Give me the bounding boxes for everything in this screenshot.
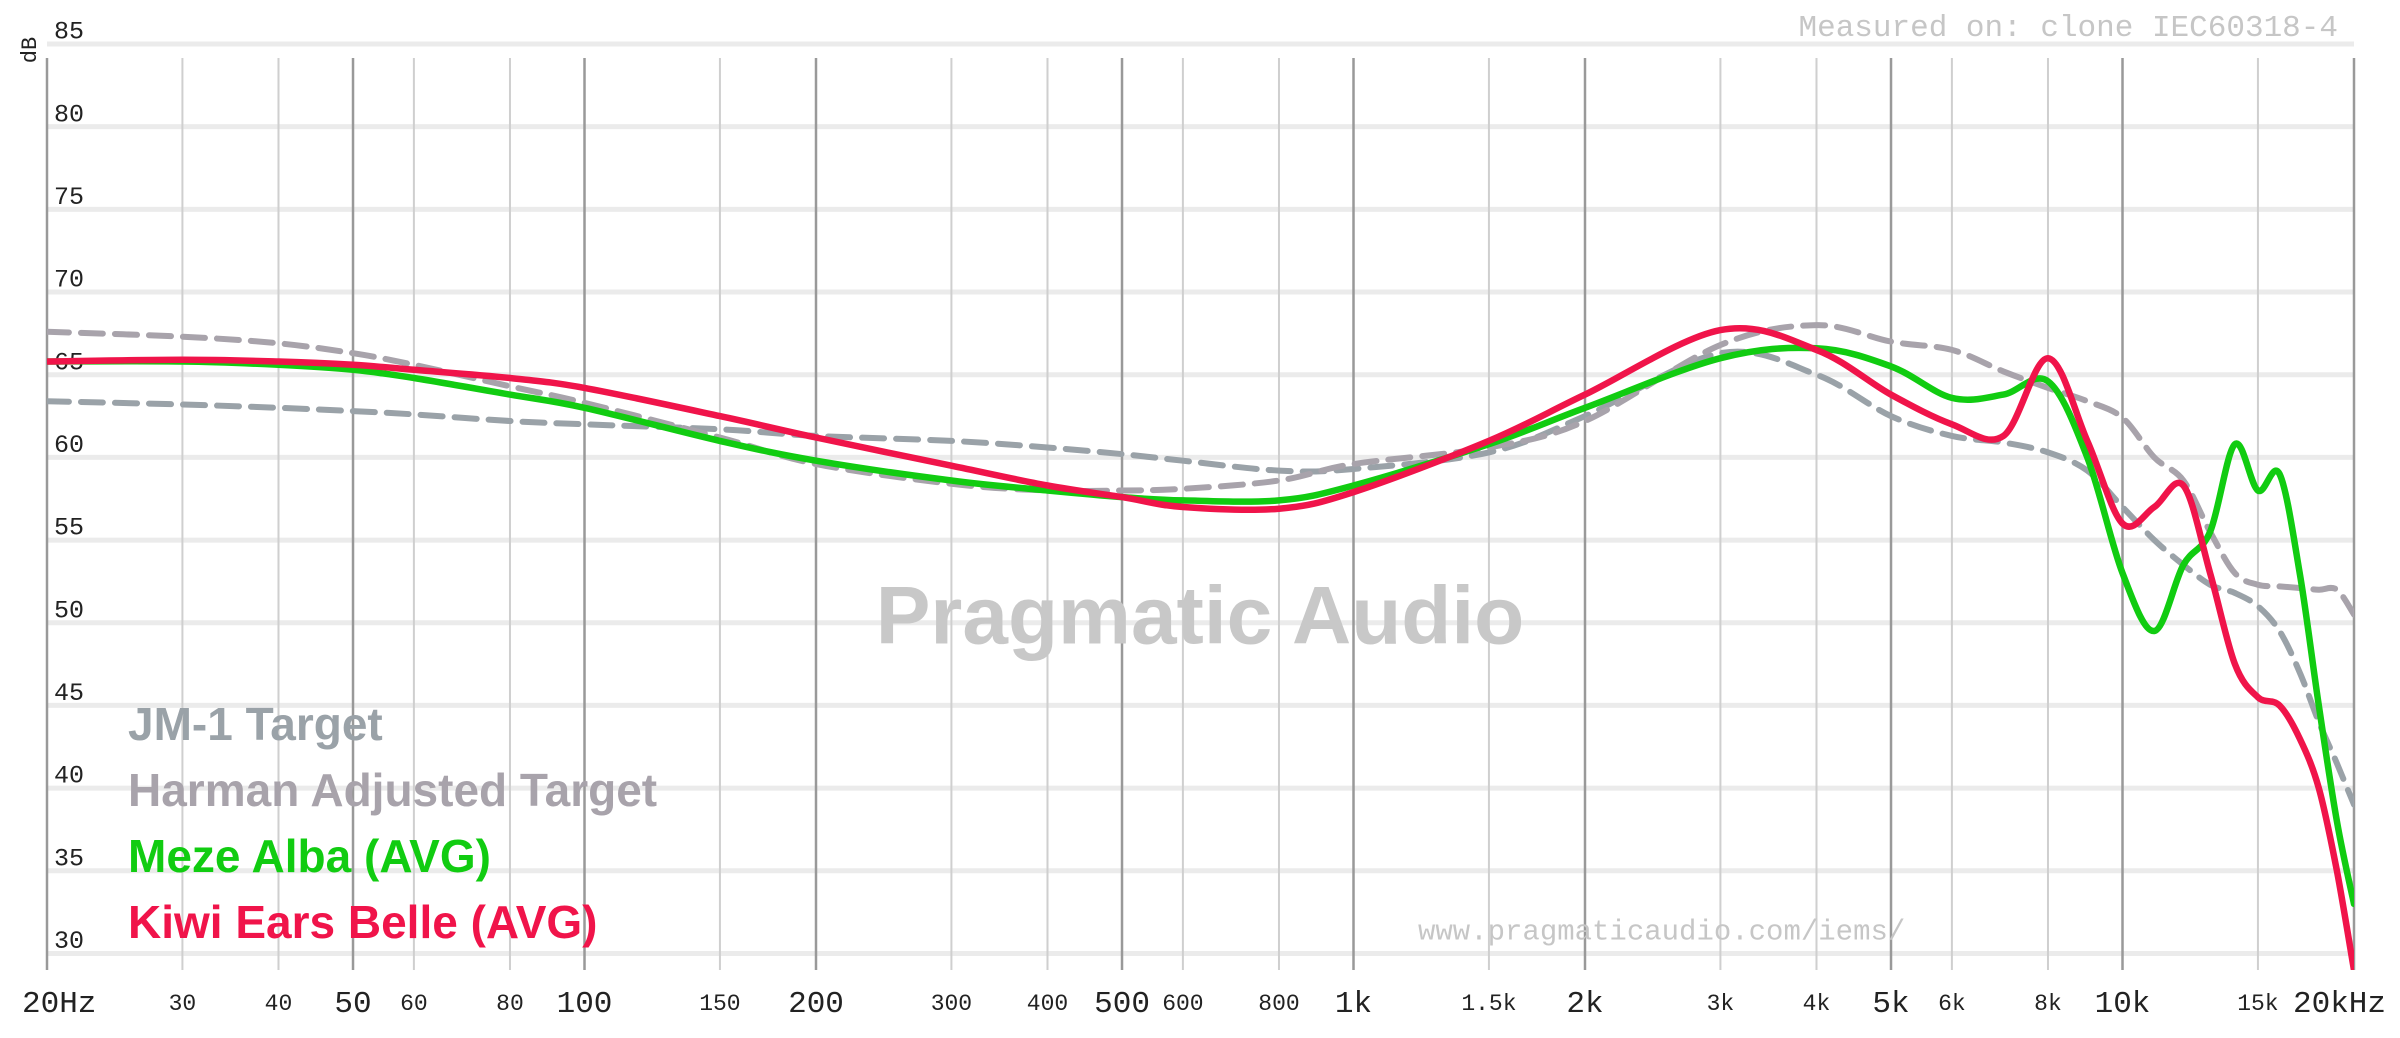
x-tick-label: 500 (1094, 987, 1150, 1022)
curves (47, 322, 2354, 970)
legend-label: Harman Adjusted Target (128, 764, 657, 816)
series-line (47, 348, 2354, 808)
y-tick-label: 55 (54, 514, 84, 543)
x-tick-label: 5k (1872, 987, 1909, 1022)
x-tick-label: 8k (2034, 991, 2062, 1017)
x-tick-label: 600 (1162, 991, 1203, 1017)
y-tick-label: 50 (54, 596, 84, 625)
series-line (47, 324, 2354, 970)
x-tick-label: 50 (334, 987, 371, 1022)
x-tick-label: 40 (265, 991, 293, 1017)
x-tick-label: 150 (699, 991, 740, 1017)
x-tick-label: 100 (557, 987, 613, 1022)
legend-label: Kiwi Ears Belle (AVG) (128, 896, 598, 948)
x-tick-label: 10k (2095, 987, 2151, 1022)
x-tick-label: 15k (2237, 991, 2278, 1017)
x-tick-label: 400 (1027, 991, 1068, 1017)
x-tick-label: 1.5k (1461, 991, 1516, 1017)
x-tick-label: 4k (1803, 991, 1831, 1017)
x-tick-label: 20kHz (2293, 987, 2386, 1022)
y-axis-label: dB (18, 37, 43, 63)
x-tick-label: 1k (1335, 987, 1372, 1022)
x-tick-label: 80 (496, 991, 524, 1017)
y-tick-label: 60 (54, 431, 84, 460)
x-tick-label: 6k (1938, 991, 1966, 1017)
x-tick-label: 20Hz (22, 987, 96, 1022)
url-note: www.pragmaticaudio.com/iems/ (1418, 916, 1905, 949)
legend: JM-1 Target Harman Adjusted Target Meze Al… (128, 698, 657, 948)
series-line (47, 322, 2354, 618)
legend-label: Meze Alba (AVG) (128, 830, 491, 882)
x-tick-label: 2k (1566, 987, 1603, 1022)
x-tick-label: 60 (400, 991, 428, 1017)
measurement-note: Measured on: clone IEC60318-4 (1799, 11, 2339, 46)
x-tick-label: 200 (788, 987, 844, 1022)
y-tick-label: 80 (54, 100, 84, 129)
x-tick-label: 800 (1258, 991, 1299, 1017)
y-tick-label: 75 (54, 183, 84, 212)
watermark: Pragmatic Audio (876, 571, 1525, 662)
y-tick-label: 70 (54, 266, 84, 295)
y-tick-label: 30 (54, 927, 84, 956)
legend-label: JM-1 Target (128, 698, 383, 750)
x-tick-label: 30 (169, 991, 197, 1017)
y-tick-label: 85 (54, 18, 84, 47)
x-tick-label: 300 (931, 991, 972, 1017)
series-line (47, 344, 2354, 908)
y-tick-label: 45 (54, 679, 84, 708)
x-tick-label: 3k (1707, 991, 1735, 1017)
y-tick-label: 35 (54, 844, 84, 873)
y-tick-label: 40 (54, 762, 84, 791)
